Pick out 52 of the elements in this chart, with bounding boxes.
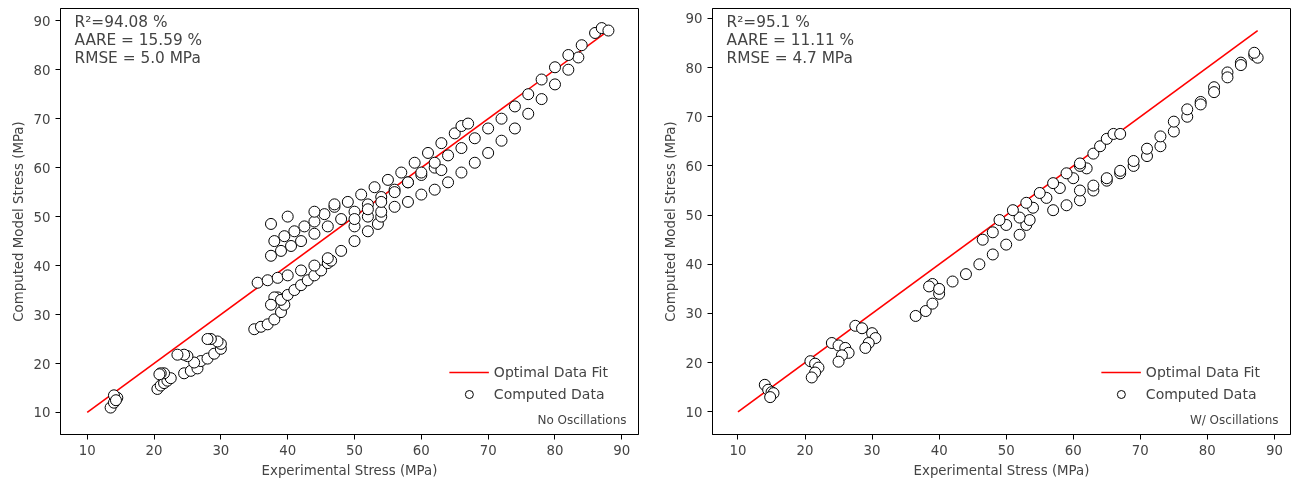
- y-tick-label: 70: [33, 111, 51, 127]
- x-tick-label: 20: [796, 442, 814, 458]
- x-tick-label: 30: [212, 442, 230, 458]
- legend-label: Optimal Data Fit: [493, 364, 608, 380]
- annotation: AARE = 15.59 %: [74, 30, 203, 49]
- y-tick-label: 40: [685, 257, 703, 273]
- x-tick-label: 50: [997, 442, 1015, 458]
- annotation: RMSE = 4.7 MPa: [726, 48, 853, 67]
- y-tick-label: 30: [685, 306, 703, 322]
- legend-label: Optimal Data Fit: [1145, 364, 1260, 380]
- annotation: AARE = 11.11 %: [726, 30, 855, 49]
- x-tick-label: 80: [1198, 442, 1216, 458]
- y-tick-label: 50: [33, 209, 51, 225]
- x-tick-label: 60: [412, 442, 430, 458]
- annotation: W/ Oscillations: [1189, 412, 1279, 427]
- y-tick-label: 20: [33, 356, 51, 372]
- y-tick-label: 80: [685, 60, 703, 76]
- y-tick-label: 30: [33, 307, 51, 323]
- y-tick-label: 90: [33, 13, 51, 29]
- y-tick-label: 50: [685, 208, 703, 224]
- y-axis-title: Computed Model Stress (MPa): [10, 121, 26, 322]
- y-tick-label: 70: [685, 109, 703, 125]
- x-tick-label: 40: [930, 442, 948, 458]
- x-tick-label: 40: [279, 442, 297, 458]
- x-tick-label: 60: [1064, 442, 1082, 458]
- y-tick-label: 20: [685, 355, 703, 371]
- x-tick-label: 70: [479, 442, 497, 458]
- legend-label: Computed Data: [493, 386, 605, 402]
- x-tick-label: 90: [613, 442, 631, 458]
- x-tick-label: 90: [1265, 442, 1283, 458]
- x-tick-label: 20: [145, 442, 163, 458]
- y-tick-label: 10: [685, 404, 703, 420]
- y-tick-label: 80: [33, 62, 51, 78]
- y-tick-label: 90: [685, 11, 703, 27]
- x-tick-label: 70: [1131, 442, 1149, 458]
- y-tick-label: 40: [33, 258, 51, 274]
- y-axis-title: Computed Model Stress (MPa): [662, 121, 678, 322]
- x-axis-title: Experimental Stress (MPa): [913, 462, 1090, 478]
- x-tick-label: 10: [78, 442, 96, 458]
- annotation: R²=94.08 %: [74, 12, 168, 31]
- x-tick-label: 50: [346, 442, 363, 458]
- x-tick-label: 10: [729, 442, 747, 458]
- annotation: RMSE = 5.0 MPa: [74, 48, 201, 67]
- y-tick-label: 10: [33, 405, 51, 421]
- y-tick-label: 60: [685, 158, 703, 174]
- annotation: R²=95.1 %: [726, 12, 810, 31]
- x-axis-title: Experimental Stress (MPa): [261, 462, 438, 478]
- annotation: No Oscillations: [537, 412, 627, 427]
- legend-label: Computed Data: [1145, 386, 1257, 402]
- x-tick-label: 30: [863, 442, 881, 458]
- x-tick-label: 80: [546, 442, 564, 458]
- y-tick-label: 60: [33, 160, 51, 176]
